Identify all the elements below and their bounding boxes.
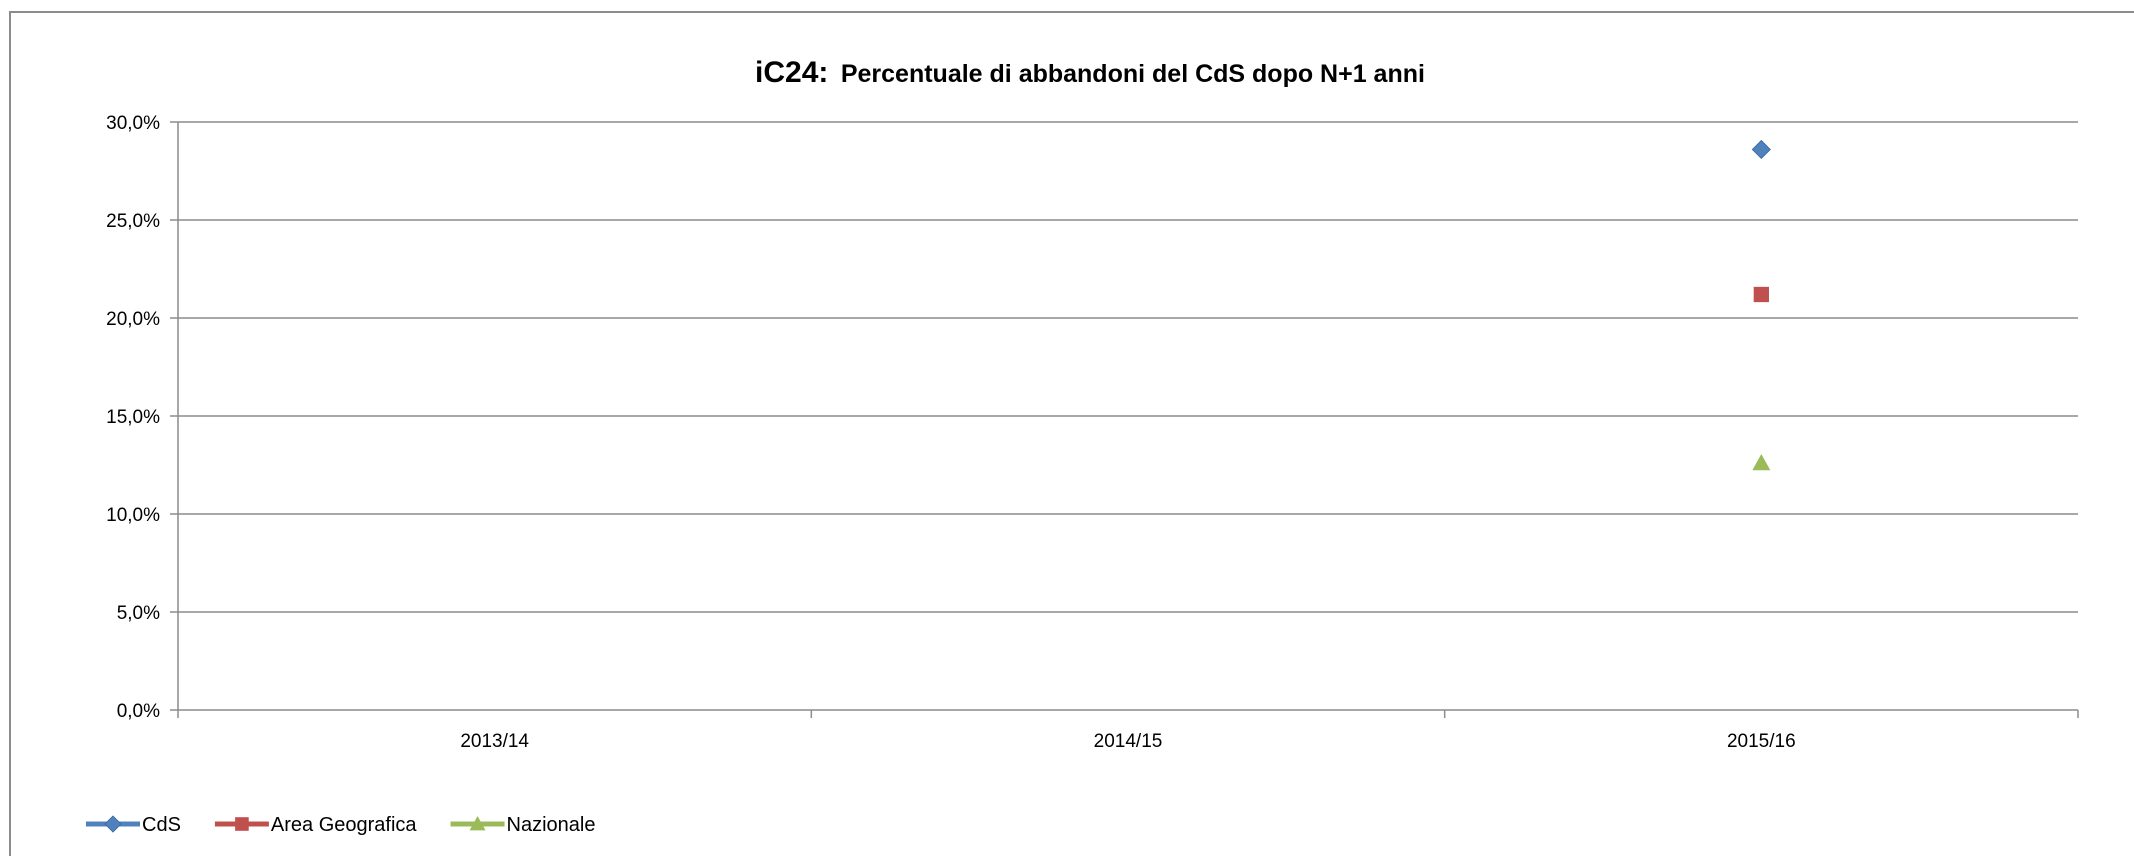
- legend-label-cds: CdS: [142, 814, 181, 836]
- x-tick-label: 2014/15: [1094, 731, 1163, 752]
- x-tick-label: 2013/14: [460, 731, 529, 752]
- x-tick-label: 2015/16: [1727, 731, 1796, 752]
- y-tick-label: 25,0%: [106, 211, 160, 232]
- y-tick-label: 15,0%: [106, 407, 160, 428]
- data-point-cds: [1751, 139, 1771, 160]
- legend-marker-area-geografica: [235, 817, 249, 831]
- legend-marker-cds: [104, 815, 122, 833]
- chart-border: [9, 11, 2134, 856]
- legend: CdS Area Geografica Nazionale: [86, 814, 596, 836]
- y-tick-label: 20,0%: [106, 309, 160, 330]
- gridlines: [178, 121, 2078, 613]
- chart-title-text: Percentuale di abbandoni del CdS dopo N+…: [841, 60, 1425, 88]
- legend-label-nazionale: Nazionale: [507, 814, 596, 836]
- data-series: [1751, 139, 1771, 471]
- y-tick-label: 5,0%: [117, 603, 160, 624]
- y-tick-label: 10,0%: [106, 505, 160, 526]
- chart-title: iC24: Percentuale di abbandoni del CdS d…: [755, 56, 1425, 89]
- chart-title-prefix: iC24:: [755, 56, 828, 89]
- data-point-nazionale: [1752, 454, 1771, 471]
- data-point-area-geografica: [1753, 286, 1769, 303]
- legend-label-area-geografica: Area Geografica: [271, 814, 418, 836]
- y-tick-label: 30,0%: [106, 113, 160, 134]
- legend-marker-nazionale: [469, 816, 486, 831]
- axes: [170, 121, 2079, 718]
- x-axis-ticks: 2013/14 2014/15 2015/16: [460, 731, 1795, 752]
- y-axis-ticks: 0,0% 5,0% 10,0% 15,0% 20,0% 25,0% 30,0%: [106, 113, 160, 722]
- y-tick-label: 0,0%: [117, 701, 160, 722]
